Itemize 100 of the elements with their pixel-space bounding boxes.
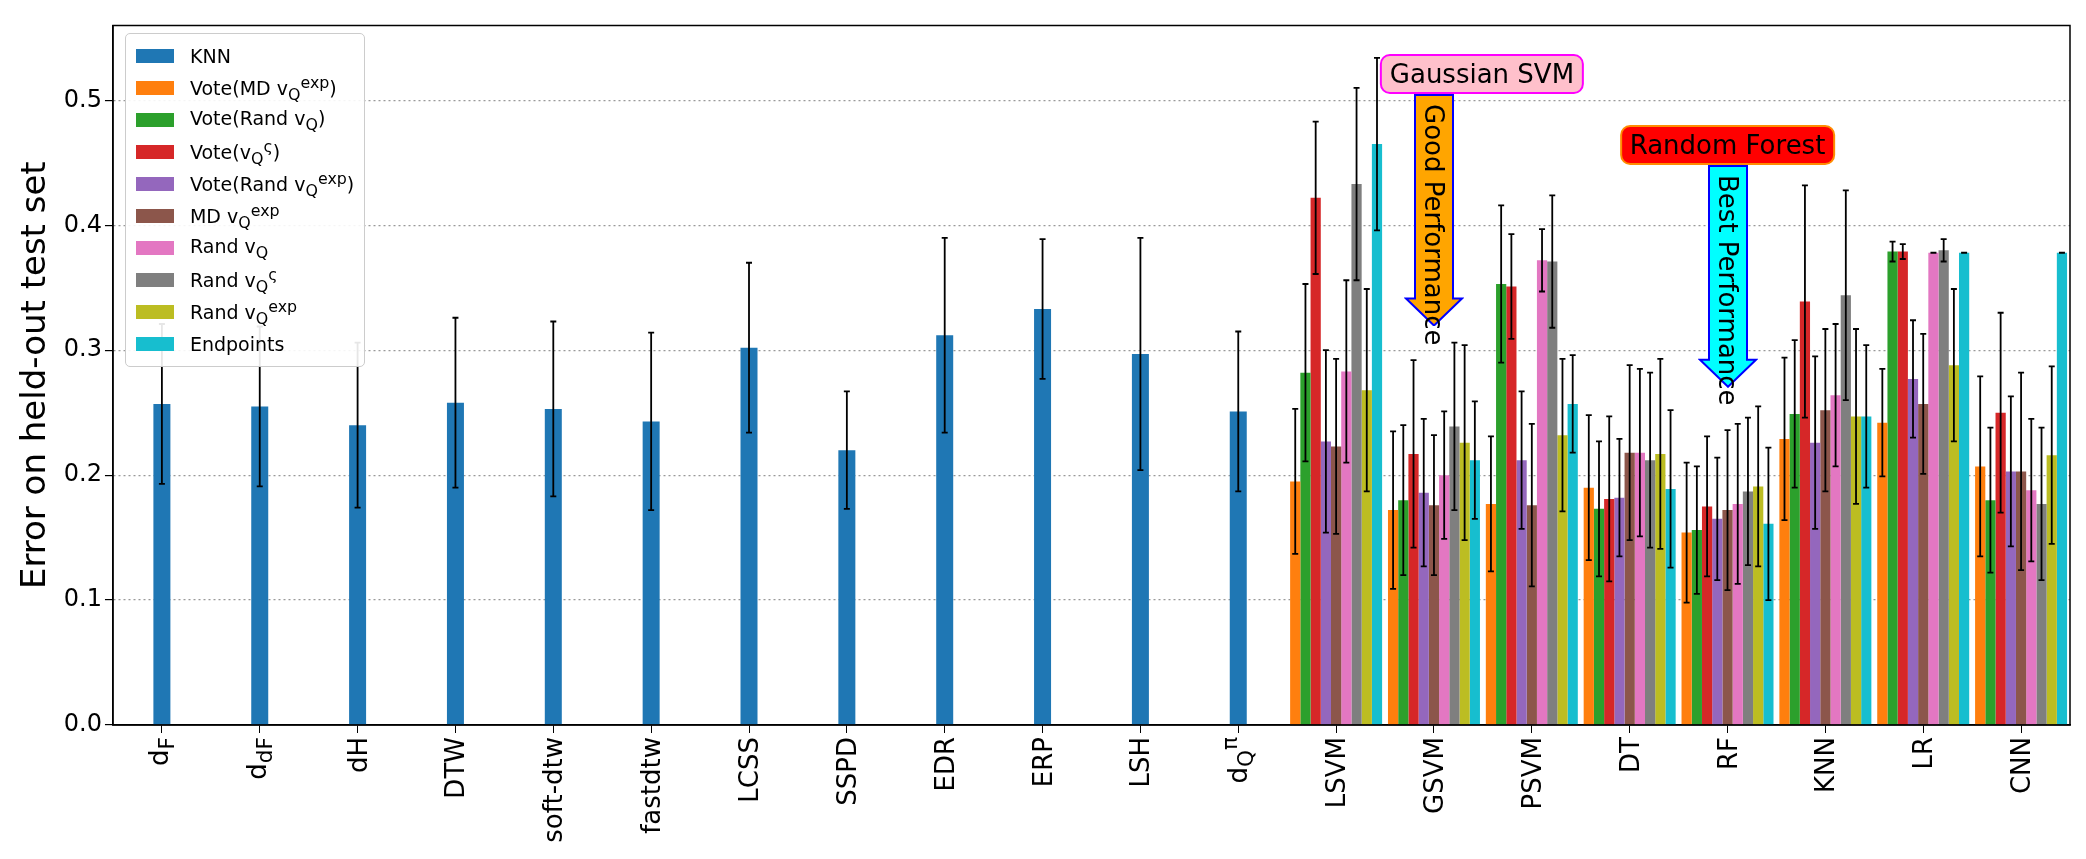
bar — [1536, 260, 1548, 725]
bar — [1850, 416, 1862, 725]
bar — [446, 402, 464, 725]
x-tick-label: fastdtw — [635, 737, 666, 834]
bar — [1428, 505, 1440, 725]
x-tick-label: KNN — [1810, 737, 1841, 793]
bar — [1887, 251, 1898, 725]
bar — [1506, 286, 1517, 725]
x-tick-label: DTW — [440, 737, 471, 799]
bar — [2026, 490, 2037, 725]
bar — [1918, 403, 1929, 725]
legend-label: Vote(MD v$_{Q}$$^{exp}$) — [189, 72, 337, 104]
bar — [1645, 460, 1656, 725]
bar — [1418, 492, 1429, 725]
bar — [1995, 412, 2006, 725]
x-tick-label: LSH — [1125, 737, 1156, 788]
bar — [1557, 435, 1568, 725]
bar — [1485, 503, 1497, 725]
x-tick-label: CNN — [2005, 737, 2036, 795]
bar — [1928, 252, 1939, 725]
annotation: Good Performance — [1418, 103, 1449, 346]
bar — [1583, 487, 1594, 725]
bar — [1516, 460, 1527, 725]
bar — [1691, 530, 1702, 725]
legend-label: Rand v$_{Q}$ — [189, 234, 269, 262]
bar — [1229, 411, 1247, 725]
bar — [1732, 503, 1743, 725]
bar — [1861, 416, 1872, 725]
bar — [1398, 500, 1409, 725]
bar — [1681, 532, 1692, 725]
annotation: Best Performance — [1712, 175, 1743, 406]
bar — [1722, 510, 1733, 725]
y-tick-label: 0.0 — [63, 709, 102, 738]
bar — [1948, 365, 1959, 725]
bar — [1449, 426, 1460, 725]
bar — [1526, 505, 1537, 725]
bar — [1408, 453, 1419, 725]
bar — [1753, 486, 1764, 725]
bar — [1131, 353, 1149, 725]
y-tick-label: 0.4 — [63, 209, 102, 238]
bar — [1341, 371, 1352, 725]
bar — [1665, 488, 1676, 725]
bar — [1320, 441, 1331, 725]
bar — [1459, 442, 1470, 725]
bar — [838, 450, 856, 725]
x-tick-label: ERP — [1027, 737, 1058, 788]
bar — [1604, 498, 1615, 725]
bar — [1361, 390, 1372, 725]
bar — [1742, 491, 1754, 725]
bar — [1985, 500, 1996, 725]
bar — [2005, 471, 2016, 725]
bar — [1310, 197, 1321, 725]
bar — [1712, 518, 1723, 725]
bar — [1371, 144, 1383, 725]
annotation: Gaussian SVM — [1379, 53, 1585, 94]
bar — [1567, 403, 1578, 725]
bar — [1614, 497, 1625, 725]
y-tick-label: 0.2 — [63, 459, 102, 488]
bar — [1897, 251, 1908, 725]
bar — [2046, 455, 2057, 725]
bar — [1789, 413, 1800, 725]
y-tick-label: 0.5 — [63, 84, 102, 113]
legend-label: KNN — [189, 45, 231, 68]
bar — [1701, 506, 1713, 725]
legend-label: Vote(v$_{Q}$$^{ς}$) — [189, 136, 281, 168]
bar — [1593, 508, 1605, 725]
bar — [1958, 252, 1970, 725]
bar — [2036, 503, 2047, 725]
bar — [1547, 261, 1558, 725]
bar — [1810, 442, 1821, 725]
y-tick-label: 0.3 — [63, 334, 102, 363]
bar — [1300, 372, 1311, 725]
y-tick-label: 0.1 — [63, 584, 102, 613]
x-tick-label: GSVM — [1418, 737, 1449, 814]
x-tick-label: LSVM — [1320, 737, 1351, 809]
bar — [1496, 284, 1507, 725]
bar — [1840, 295, 1851, 725]
x-tick-label: soft-dtw — [538, 737, 568, 843]
bar — [1975, 466, 1986, 725]
bar — [1331, 446, 1342, 725]
bar — [1799, 301, 1811, 725]
bar — [251, 406, 269, 725]
x-tick-label: RF — [1712, 737, 1743, 771]
bar — [1877, 422, 1888, 725]
x-tick-label: dH — [342, 737, 373, 774]
x-tick-label: EDR — [929, 737, 960, 792]
legend-label: Vote(Rand v$_{Q}$) — [189, 106, 326, 134]
bar — [1624, 452, 1635, 725]
bar — [1439, 475, 1450, 725]
bar — [544, 408, 562, 725]
x-tick-label: DT — [1614, 737, 1645, 773]
bar — [1830, 395, 1841, 725]
y-axis-title: Error on held-out test set — [13, 161, 54, 590]
bar — [1469, 460, 1480, 725]
bar — [936, 335, 954, 725]
bar — [1655, 453, 1666, 725]
bar — [349, 425, 367, 725]
bar — [642, 421, 660, 725]
x-tick-label: LCSS — [733, 737, 764, 803]
bar — [740, 347, 758, 725]
